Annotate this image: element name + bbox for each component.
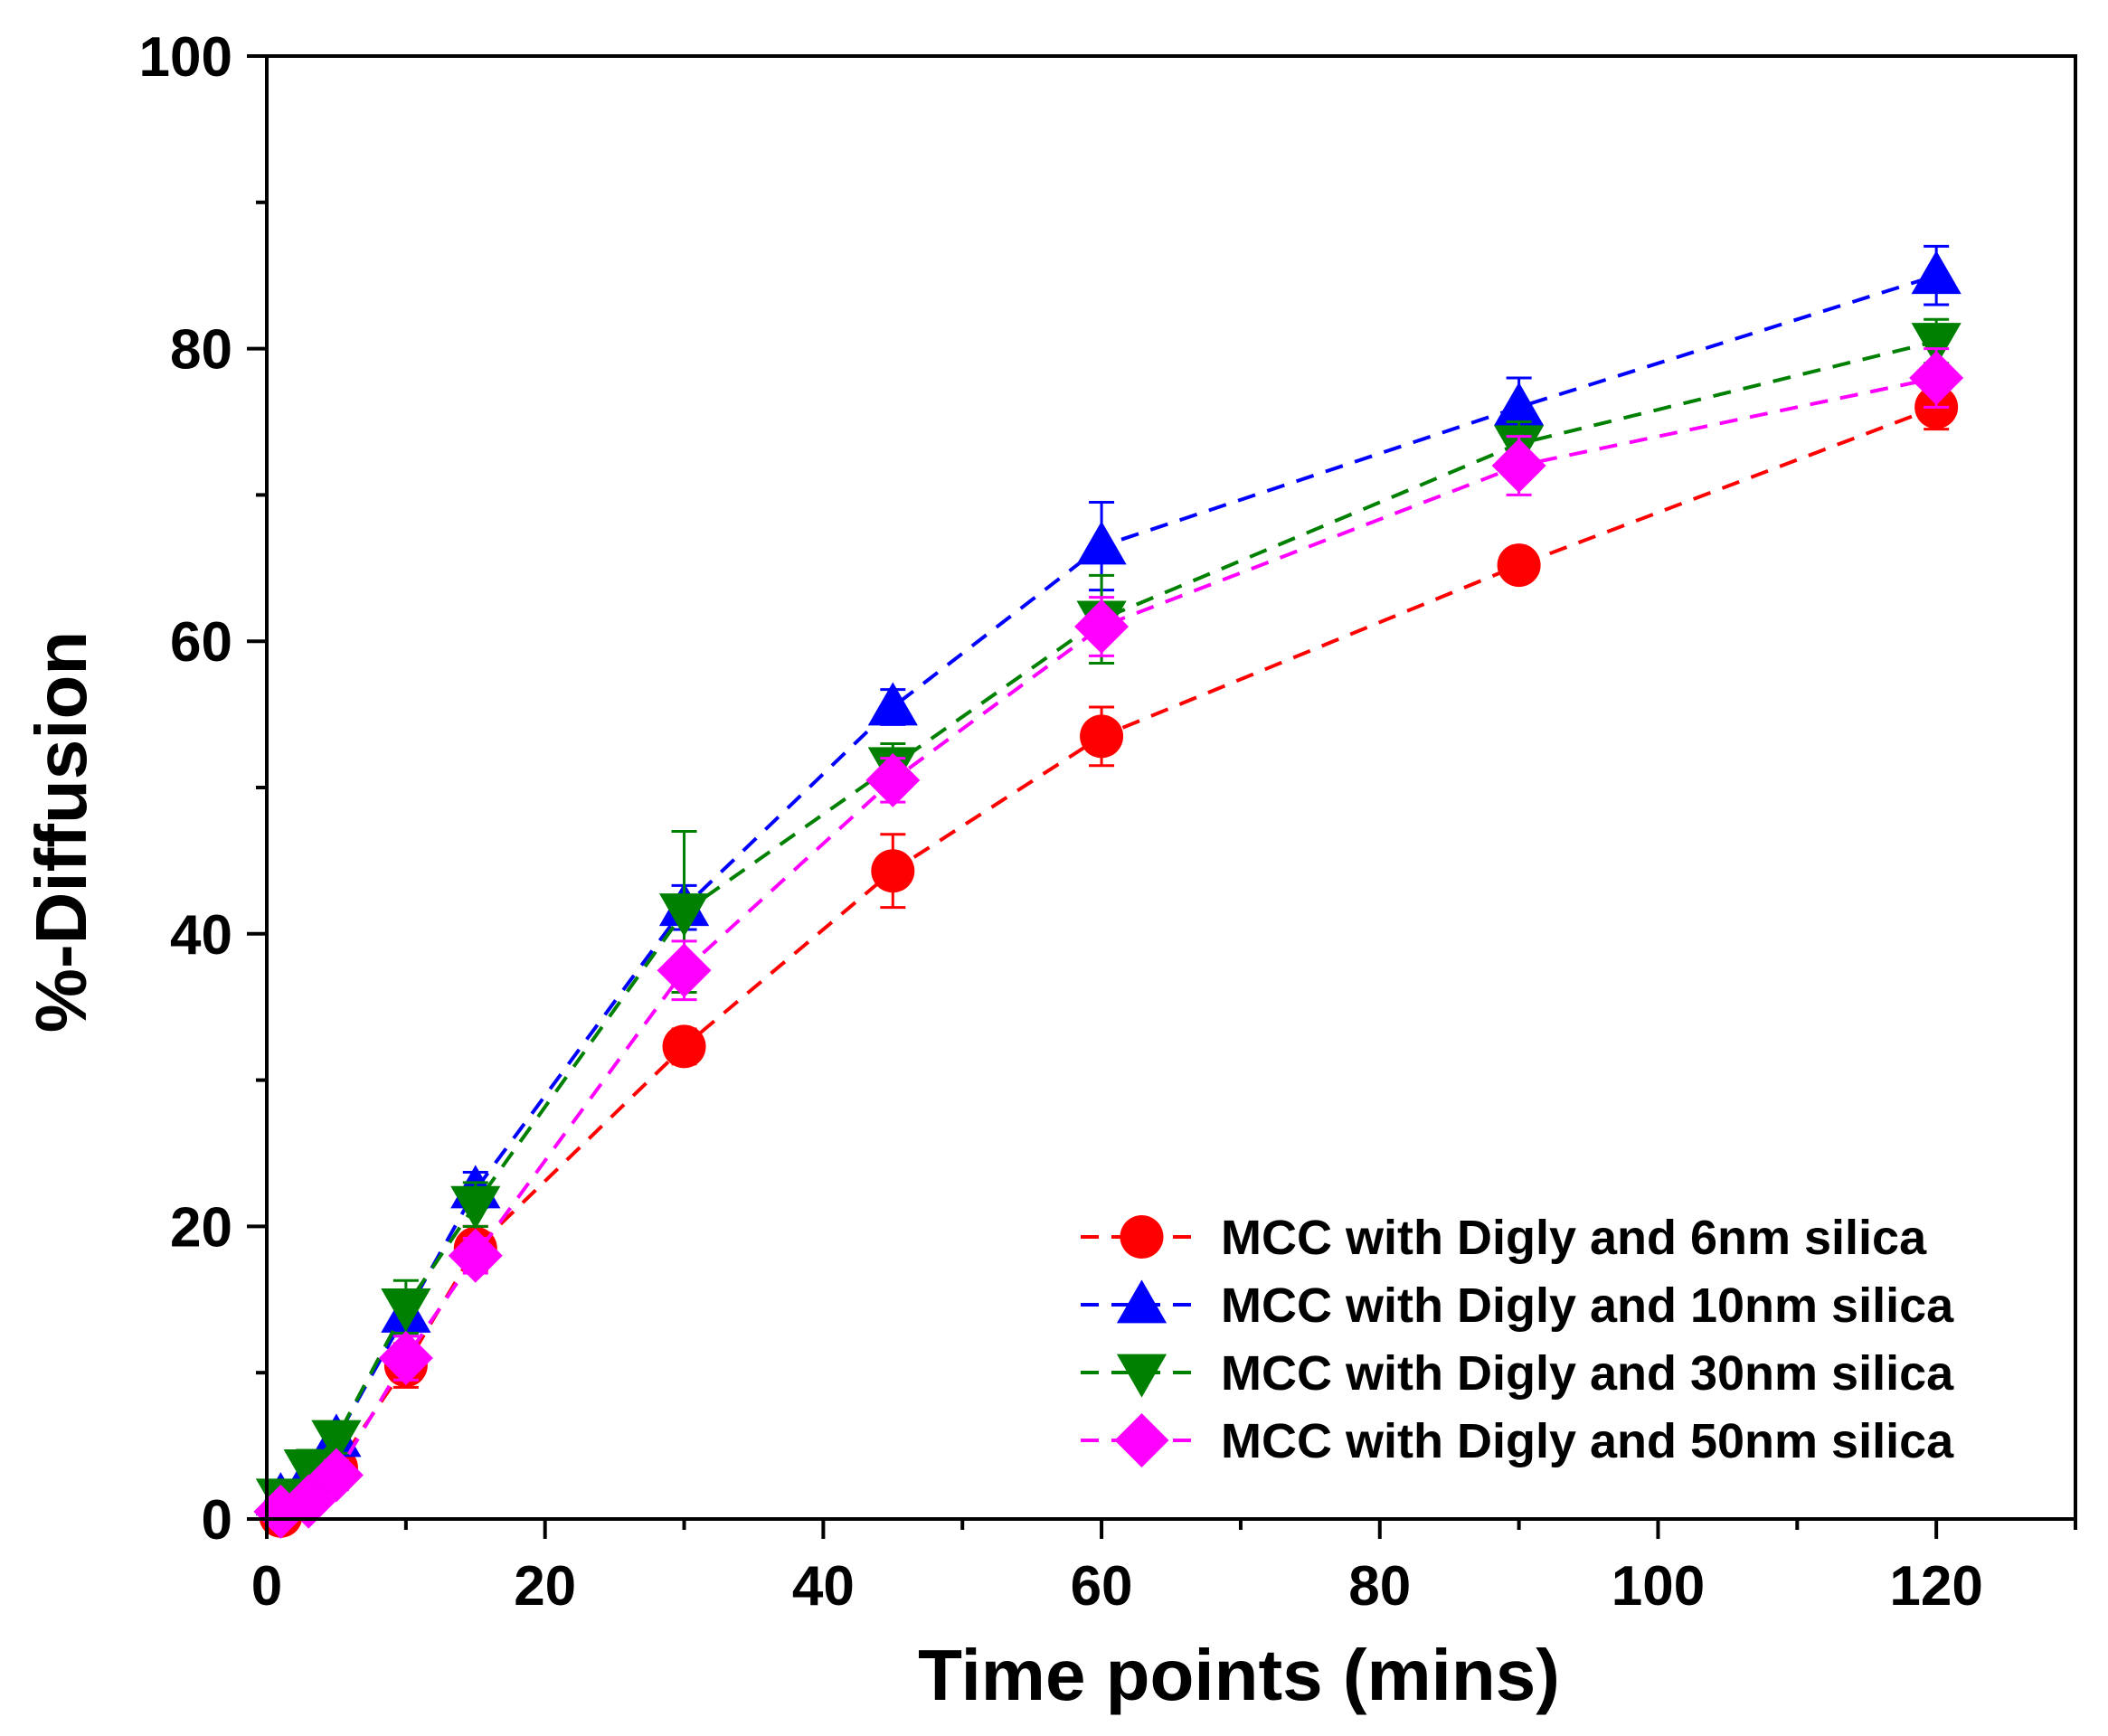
legend-label: MCC with Digly and 50nm silica [1221,1414,1954,1468]
data-point [657,943,712,998]
series-line [279,405,1937,1518]
x-axis-title: Time points (mins) [918,1635,1560,1715]
data-point [867,682,918,726]
x-tick-label: 100 [1612,1555,1705,1618]
legend-label: MCC with Digly and 10nm silica [1221,1278,1954,1333]
legend-marker [1120,1215,1164,1259]
data-layer [253,244,1964,1539]
data-point [1491,439,1546,494]
legend-item-4: MCC with Digly and 50nm silica [1081,1413,1954,1468]
x-tick-label: 40 [792,1555,855,1618]
x-tick-label: 0 [251,1555,282,1618]
data-point [871,849,915,893]
data-point [1911,323,1961,367]
data-point [450,1185,501,1230]
legend: MCC with Digly and 6nm silica MCC with Di… [1081,1211,1954,1468]
data-point [1080,714,1124,759]
series-line [279,273,1937,1499]
data-point [308,1448,364,1503]
x-tick-label: 20 [514,1555,576,1618]
y-tick-label: 80 [170,319,232,382]
data-point [1909,350,1964,405]
series-4 [253,347,1964,1539]
axes-layer: 0 20 40 60 80 100 120 0 20 40 60 80 100 [139,26,2077,1618]
data-point [381,1288,431,1332]
y-axis-title: %-Diffusion [21,631,101,1033]
legend-item-3: MCC with Digly and 30nm silica [1081,1346,1954,1401]
y-tick-label: 20 [170,1196,232,1259]
data-point [1076,521,1127,565]
y-tick-label: 40 [170,904,232,967]
y-tick-label: 60 [170,611,232,674]
legend-item-2: MCC with Digly and 10nm silica [1081,1278,1954,1333]
data-point [448,1228,503,1283]
x-tick-label: 60 [1071,1555,1133,1618]
data-point [662,1024,706,1069]
legend-marker [1114,1413,1169,1467]
data-point [1074,599,1130,655]
legend-marker [1116,1354,1167,1398]
data-point [865,752,921,807]
x-tick-label: 120 [1889,1555,1982,1618]
data-point [1497,543,1541,588]
y-tick-label: 100 [139,26,232,89]
legend-item-1: MCC with Digly and 6nm silica [1081,1211,1927,1265]
x-tick-label: 80 [1348,1555,1411,1618]
y-tick-label: 0 [202,1489,232,1552]
legend-label: MCC with Digly and 6nm silica [1221,1211,1927,1265]
data-point [378,1331,433,1386]
data-point [1494,382,1545,426]
legend-marker [1116,1279,1167,1324]
series-line [279,339,1937,1499]
data-point [658,893,710,938]
legend-label: MCC with Digly and 30nm silica [1221,1346,1954,1401]
series-3 [255,317,1961,1523]
data-point [311,1420,362,1464]
data-point [283,1448,334,1493]
data-point [1911,250,1961,295]
